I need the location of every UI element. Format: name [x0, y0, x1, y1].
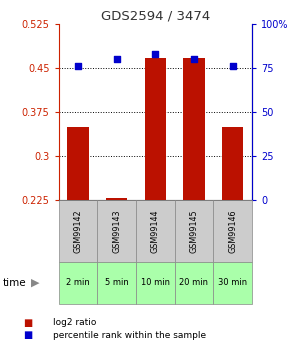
Bar	[59, 262, 97, 304]
Text: percentile rank within the sample: percentile rank within the sample	[53, 331, 206, 340]
Bar	[222, 127, 243, 200]
Text: ■: ■	[23, 318, 33, 327]
Point	[153, 51, 158, 57]
Text: ■: ■	[23, 331, 33, 340]
Bar	[136, 262, 175, 304]
Text: GSM99146: GSM99146	[228, 209, 237, 253]
Text: 2 min: 2 min	[66, 278, 90, 287]
Text: log2 ratio: log2 ratio	[53, 318, 96, 327]
Text: GSM99144: GSM99144	[151, 209, 160, 253]
Bar	[145, 58, 166, 200]
Text: 10 min: 10 min	[141, 278, 170, 287]
Point	[76, 63, 80, 69]
Bar	[183, 58, 205, 200]
Bar	[97, 262, 136, 304]
Bar	[175, 200, 213, 262]
Bar	[106, 198, 127, 200]
Text: 30 min: 30 min	[218, 278, 247, 287]
Point	[230, 63, 235, 69]
Bar	[59, 200, 97, 262]
Bar	[213, 262, 252, 304]
Title: GDS2594 / 3474: GDS2594 / 3474	[101, 10, 210, 23]
Bar	[97, 200, 136, 262]
Text: GSM99142: GSM99142	[74, 209, 82, 253]
Text: GSM99145: GSM99145	[190, 209, 198, 253]
Point	[114, 57, 119, 62]
Text: ▶: ▶	[31, 278, 39, 288]
Bar	[175, 262, 213, 304]
Bar	[213, 200, 252, 262]
Text: 20 min: 20 min	[180, 278, 208, 287]
Text: GSM99143: GSM99143	[112, 209, 121, 253]
Text: 5 min: 5 min	[105, 278, 129, 287]
Bar	[67, 127, 88, 200]
Text: time: time	[3, 278, 27, 288]
Point	[192, 57, 196, 62]
Bar	[136, 200, 175, 262]
